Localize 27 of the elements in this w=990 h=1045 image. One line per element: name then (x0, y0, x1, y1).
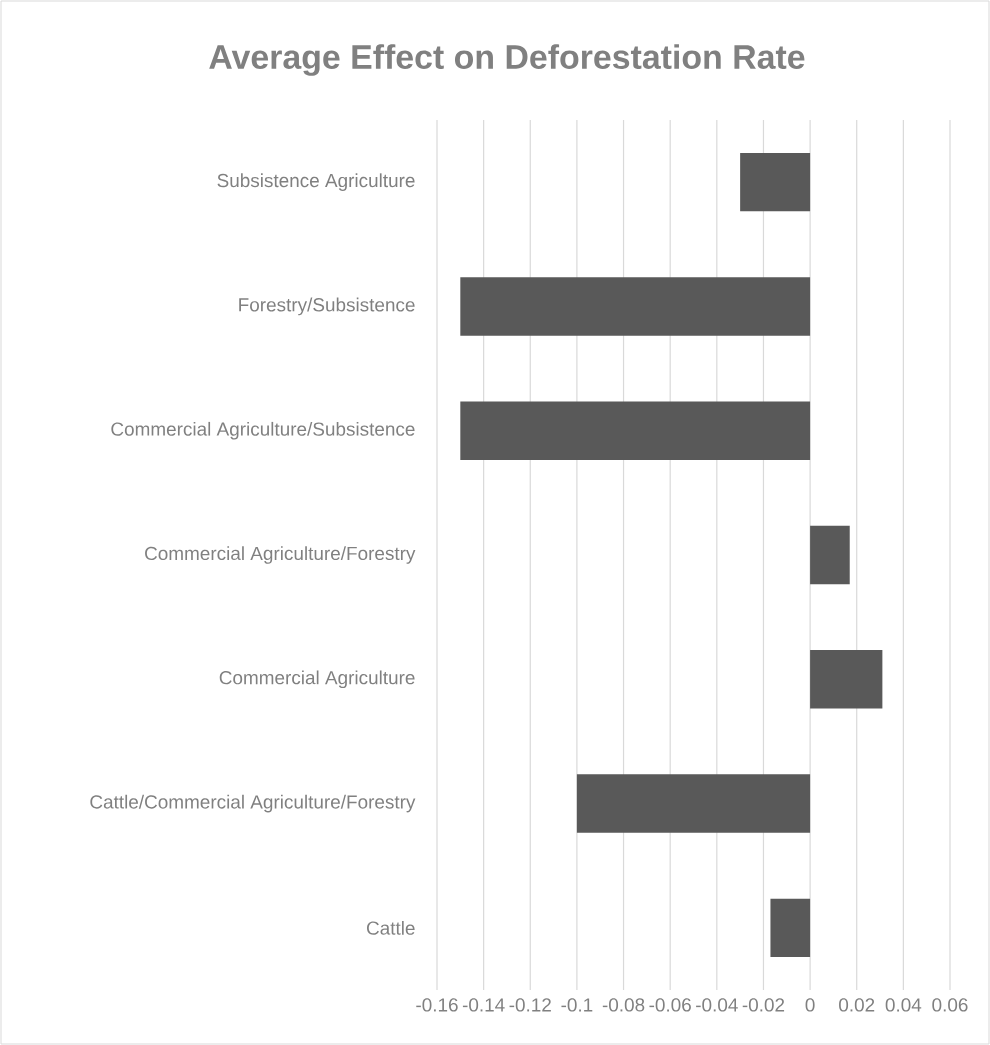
bar (576, 774, 811, 833)
x-tick-label: -0.16 (416, 998, 458, 1012)
x-tick-label: -0.02 (742, 998, 785, 1012)
bar (810, 525, 850, 585)
x-tick-label: -0.1 (561, 998, 593, 1012)
y-tick-label: Commercial Agriculture (219, 670, 415, 689)
bar (460, 401, 811, 460)
y-tick-label: Commercial Agriculture/Subsistence (111, 421, 415, 440)
bar (770, 898, 811, 958)
chart-title: Average Effect on Deforestation Rate (209, 44, 805, 76)
bar (460, 277, 811, 336)
y-tick-label: Cattle/Commercial Agriculture/Forestry (90, 794, 416, 813)
y-tick-label: Commercial Agriculture/Forestry (145, 546, 416, 564)
x-tick-label: 0.02 (839, 998, 875, 1012)
x-tick-label: -0.04 (696, 998, 738, 1012)
bar (740, 152, 811, 212)
x-tick-label: -0.06 (649, 998, 691, 1012)
x-tick-label: -0.14 (462, 998, 505, 1012)
x-tick-label: 0.06 (932, 998, 968, 1012)
x-tick-label: 0.04 (885, 998, 922, 1012)
bar (810, 650, 883, 709)
x-tick-label: -0.08 (602, 998, 645, 1012)
x-tick-label: -0.12 (509, 998, 551, 1012)
y-tick-label: Cattle (366, 920, 415, 935)
y-tick-label: Subsistence Agriculture (217, 173, 415, 191)
y-tick-label: Forestry/Subsistence (239, 297, 415, 316)
x-tick-label: 0 (805, 998, 815, 1012)
